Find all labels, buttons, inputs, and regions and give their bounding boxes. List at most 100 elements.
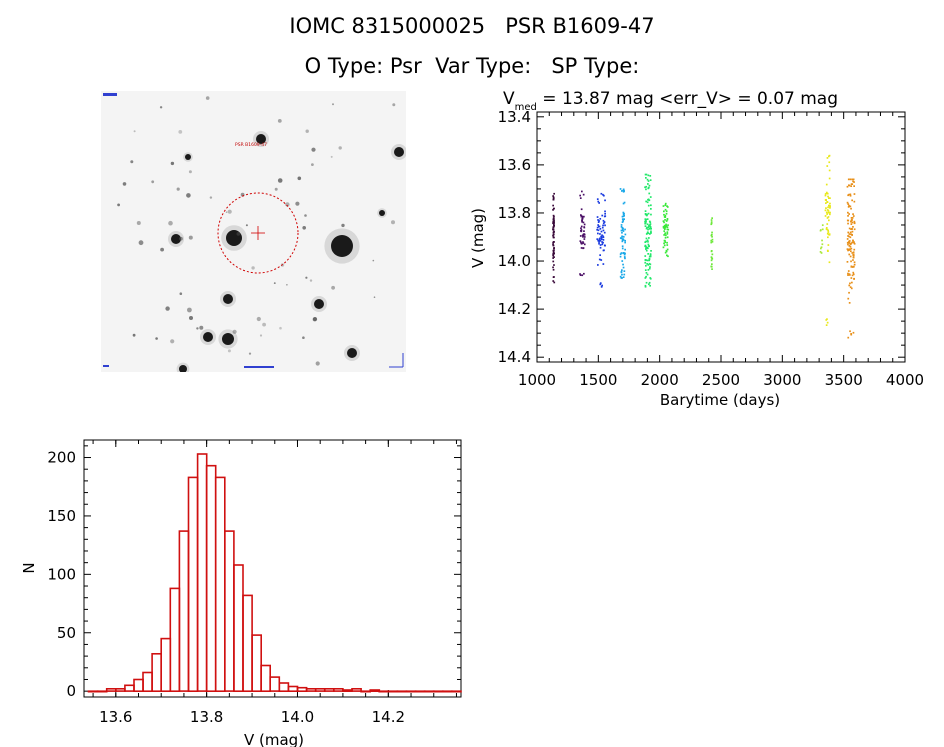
data-point xyxy=(711,235,713,238)
data-point xyxy=(853,181,855,183)
data-point xyxy=(602,239,605,241)
data-point xyxy=(600,286,603,288)
data-point xyxy=(622,213,625,216)
data-point xyxy=(624,228,626,231)
data-point xyxy=(847,203,850,205)
star xyxy=(311,163,314,166)
data-point xyxy=(852,271,855,274)
data-point xyxy=(552,226,555,229)
data-point xyxy=(853,185,855,187)
star xyxy=(315,361,320,366)
data-point xyxy=(821,239,823,242)
data-point xyxy=(647,243,650,246)
data-point xyxy=(824,193,827,195)
data-point xyxy=(601,226,604,229)
histogram-bar xyxy=(133,678,144,692)
histogram-bar xyxy=(105,687,117,692)
star xyxy=(311,147,316,152)
star xyxy=(391,220,395,225)
data-point xyxy=(622,276,625,278)
data-point xyxy=(850,220,852,223)
data-point xyxy=(621,277,623,279)
data-point xyxy=(552,214,555,217)
data-point xyxy=(853,242,856,245)
data-point xyxy=(664,216,667,218)
data-point xyxy=(852,178,855,181)
data-point xyxy=(666,244,669,246)
data-point xyxy=(621,231,623,234)
star xyxy=(117,203,120,207)
data-point xyxy=(644,255,647,257)
x-tick-label: 2500 xyxy=(702,371,740,389)
data-point xyxy=(853,248,856,251)
data-point xyxy=(851,241,853,244)
data-point xyxy=(850,183,853,185)
data-point xyxy=(580,225,583,228)
data-point xyxy=(624,233,627,236)
star xyxy=(347,348,357,358)
data-point xyxy=(645,237,648,240)
data-point xyxy=(580,208,583,211)
star xyxy=(133,130,136,133)
x-tick-label: 3000 xyxy=(763,371,801,389)
data-point xyxy=(711,217,713,219)
data-point xyxy=(846,238,849,240)
data-point xyxy=(848,193,850,196)
data-point xyxy=(552,266,554,269)
data-point xyxy=(580,214,582,216)
data-point xyxy=(622,188,625,191)
data-point xyxy=(664,239,666,242)
star xyxy=(205,96,210,100)
data-point xyxy=(846,261,849,263)
histogram-bar xyxy=(332,687,344,692)
series-g5 xyxy=(644,173,652,288)
data-point xyxy=(581,215,584,218)
data-point xyxy=(710,221,713,223)
data-point xyxy=(826,157,829,159)
histogram-bar xyxy=(205,464,217,693)
histogram-bar xyxy=(233,564,244,692)
data-point xyxy=(620,224,623,226)
data-point xyxy=(646,273,649,276)
data-point xyxy=(644,277,647,279)
data-point xyxy=(646,246,649,249)
data-point xyxy=(648,258,651,261)
star xyxy=(314,299,324,309)
histogram-bar xyxy=(269,676,281,692)
data-point xyxy=(552,234,554,237)
data-point xyxy=(662,246,665,249)
data-point xyxy=(664,204,667,207)
x-tick-label: 4000 xyxy=(886,371,924,389)
data-point xyxy=(665,210,668,213)
data-point xyxy=(602,229,605,232)
histogram-bar xyxy=(342,689,353,693)
star xyxy=(256,316,261,322)
data-point xyxy=(644,285,647,288)
star xyxy=(304,214,307,217)
data-point xyxy=(552,222,555,224)
data-point xyxy=(847,297,850,300)
data-point xyxy=(851,274,854,277)
data-point xyxy=(553,264,555,266)
data-point xyxy=(649,175,652,177)
data-point xyxy=(650,208,652,210)
data-point xyxy=(599,228,602,230)
data-point xyxy=(848,233,851,235)
histogram-bar xyxy=(96,690,108,693)
data-point xyxy=(849,255,852,258)
data-point xyxy=(582,221,585,224)
data-point xyxy=(582,241,584,243)
scale-marker-bottom-center xyxy=(244,366,274,368)
data-point xyxy=(599,233,601,235)
data-point xyxy=(579,197,582,199)
data-point xyxy=(603,215,606,218)
data-point xyxy=(580,230,583,233)
data-point xyxy=(604,210,606,213)
star xyxy=(187,307,192,313)
histogram-bar xyxy=(351,687,362,692)
histogram-bar xyxy=(187,476,199,692)
data-point xyxy=(553,230,555,233)
data-point xyxy=(853,200,856,203)
data-point xyxy=(622,266,625,269)
data-point xyxy=(649,263,652,266)
